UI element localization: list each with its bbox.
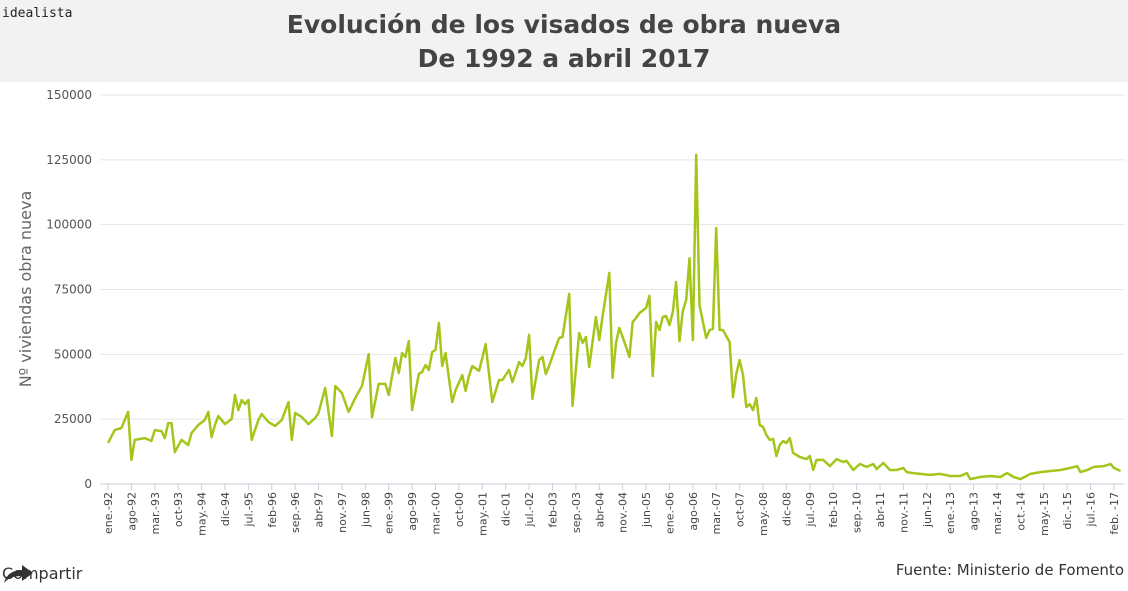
x-tick-label: dic-01 xyxy=(500,492,513,526)
x-tick-label: ene.-99 xyxy=(383,492,396,534)
x-tick-label: jul.-16 xyxy=(1085,492,1098,528)
x-tick-label: ago-99 xyxy=(406,492,419,531)
x-tick-label: mar.-14 xyxy=(991,492,1004,534)
x-tick-label: oct.-14 xyxy=(1014,492,1027,531)
share-arrow-icon xyxy=(4,565,33,583)
x-tick-label: sep.-10 xyxy=(851,492,864,533)
y-tick-label: 125000 xyxy=(46,153,92,167)
x-tick-label: may.-08 xyxy=(757,492,770,536)
y-tick-label: 50000 xyxy=(54,347,92,361)
x-tick-label: abr-11 xyxy=(874,492,887,528)
x-tick-label: dic-08 xyxy=(780,492,793,526)
y-tick-label: 150000 xyxy=(46,88,92,102)
chart-title: Evolución de los visados de obra nueva xyxy=(286,10,842,39)
x-tick-label: oct-07 xyxy=(734,492,747,527)
x-tick-label: nov.-97 xyxy=(336,492,349,533)
share-button[interactable]: Compartir xyxy=(2,564,82,583)
x-tick-label: dic-94 xyxy=(219,492,232,526)
x-tick-label: jul.-95 xyxy=(242,492,255,528)
y-tick-label: 25000 xyxy=(54,412,92,426)
y-tick-label: 100000 xyxy=(46,218,92,232)
x-tick-label: ene.-13 xyxy=(944,492,957,534)
x-tick-label: ago-06 xyxy=(687,492,700,531)
x-tick-label: feb. -17 xyxy=(1108,492,1121,535)
x-tick-label: mar.-00 xyxy=(430,492,443,534)
chart-subtitle: De 1992 a abril 2017 xyxy=(417,44,711,73)
x-tick-label: dic.-15 xyxy=(1061,492,1074,530)
x-tick-label: feb-96 xyxy=(266,492,279,528)
x-tick-label: oct-93 xyxy=(172,492,185,527)
x-tick-label: mar.-93 xyxy=(149,492,162,534)
x-tick-label: may.-94 xyxy=(196,492,209,536)
x-tick-label: ene.-92 xyxy=(102,492,115,534)
y-tick-label: 0 xyxy=(84,477,92,491)
x-tick-label: ene.-06 xyxy=(663,492,676,534)
x-tick-label: jul.-09 xyxy=(804,492,817,528)
x-tick-label: jun-98 xyxy=(359,492,372,528)
x-tick-label: nov.-11 xyxy=(897,492,910,533)
y-tick-label: 75000 xyxy=(54,283,92,297)
series-line xyxy=(106,153,1122,481)
x-tick-label: nov.-04 xyxy=(617,492,630,533)
x-tick-label: may.-01 xyxy=(476,492,489,536)
x-tick-label: ago-92 xyxy=(125,492,138,531)
x-tick-label: abr-04 xyxy=(593,492,606,528)
brand-logo: idealista xyxy=(2,6,73,21)
x-tick-label: jun-05 xyxy=(640,492,653,528)
x-tick-label: oct-00 xyxy=(453,492,466,527)
y-axis-label: Nº viviendas obra nueva xyxy=(16,191,35,388)
x-tick-label: feb-10 xyxy=(827,492,840,528)
x-tick-label: feb-03 xyxy=(546,492,559,528)
x-tick-label: sep.-96 xyxy=(289,492,302,533)
x-tick-label: ago-13 xyxy=(968,492,981,531)
source-note: Fuente: Ministerio de Fomento xyxy=(895,561,1124,579)
x-tick-label: jun-12 xyxy=(921,492,934,528)
x-tick-label: sep.-03 xyxy=(570,492,583,533)
x-tick-label: abr-97 xyxy=(313,492,326,528)
chart-header: idealista Evolución de los visados de ob… xyxy=(0,0,1128,82)
x-tick-label: jul.-02 xyxy=(523,492,536,528)
x-tick-label: may.-15 xyxy=(1038,492,1051,536)
x-tick-label: mar.-07 xyxy=(710,492,723,534)
